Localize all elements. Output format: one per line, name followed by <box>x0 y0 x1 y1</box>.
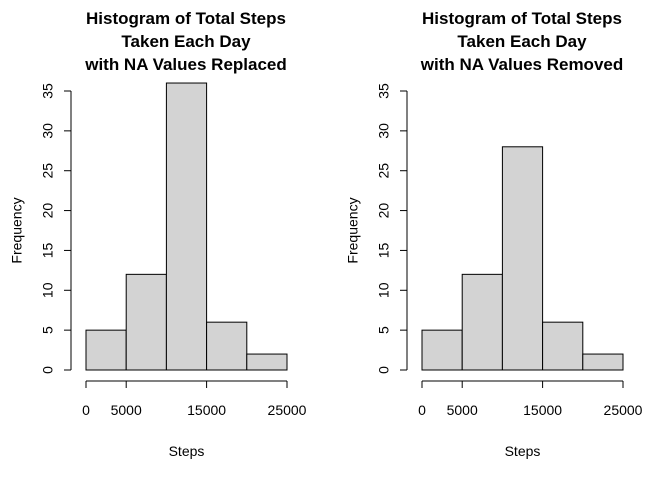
chart-title-line-1: Histogram of Total Steps <box>86 9 286 28</box>
histogram-bar <box>461 273 503 371</box>
y-axis-label: Frequency <box>345 197 361 263</box>
x-axis: 0 5000 15000 25000 <box>418 380 643 418</box>
x-axis-label: Steps <box>505 443 541 459</box>
x-tick-label: 15000 <box>187 402 226 418</box>
x-axis-label: Steps <box>169 443 205 459</box>
x-tick-label: 5000 <box>111 402 142 418</box>
y-tick-label: 15 <box>376 242 392 258</box>
x-tick-label: 0 <box>82 402 90 418</box>
histogram-bar <box>85 329 127 371</box>
x-tick-label: 25000 <box>268 402 307 418</box>
y-tick-label: 30 <box>376 123 392 139</box>
y-tick-label: 0 <box>376 366 392 374</box>
chart-title-line-1: Histogram of Total Steps <box>422 9 622 28</box>
y-tick-label: 35 <box>40 83 56 99</box>
y-tick-label: 15 <box>40 242 56 258</box>
histogram-panel-2: Histogram of Total Steps Taken Each Day wi… <box>345 9 643 459</box>
y-tick-label: 25 <box>40 163 56 179</box>
y-tick-label: 35 <box>376 83 392 99</box>
x-tick-label: 5000 <box>447 402 478 418</box>
histogram-panel-1: Histogram of Total Steps Taken Each Day wi… <box>9 9 307 459</box>
chart-title-line-3: with NA Values Removed <box>420 55 623 74</box>
x-axis: 0 5000 15000 25000 <box>82 380 307 418</box>
histogram-bar <box>542 321 584 371</box>
y-tick-label: 25 <box>376 163 392 179</box>
histogram-bar <box>165 82 208 371</box>
histogram-bar <box>421 329 463 371</box>
y-tick-label: 20 <box>40 203 56 219</box>
chart-title-line-2: Taken Each Day <box>457 32 587 51</box>
chart-title-line-3: with NA Values Replaced <box>84 55 287 74</box>
histogram-bar <box>582 353 624 371</box>
histogram-bar <box>206 321 248 371</box>
histogram-bar <box>246 353 288 371</box>
histogram-bar <box>501 146 544 371</box>
y-tick-label: 5 <box>376 326 392 334</box>
x-tick-label: 15000 <box>523 402 562 418</box>
y-axis-label: Frequency <box>9 197 25 263</box>
y-tick-label: 10 <box>376 282 392 298</box>
y-axis: 0 5 10 15 20 25 30 35 <box>40 83 72 374</box>
chart-title-line-2: Taken Each Day <box>121 32 251 51</box>
y-tick-label: 30 <box>40 123 56 139</box>
y-tick-label: 5 <box>40 326 56 334</box>
histogram-bar <box>125 273 167 371</box>
y-axis: 0 5 10 15 20 25 30 35 <box>376 83 408 374</box>
y-tick-label: 0 <box>40 366 56 374</box>
y-tick-label: 10 <box>40 282 56 298</box>
x-tick-label: 25000 <box>604 402 643 418</box>
y-tick-label: 20 <box>376 203 392 219</box>
x-tick-label: 0 <box>418 402 426 418</box>
